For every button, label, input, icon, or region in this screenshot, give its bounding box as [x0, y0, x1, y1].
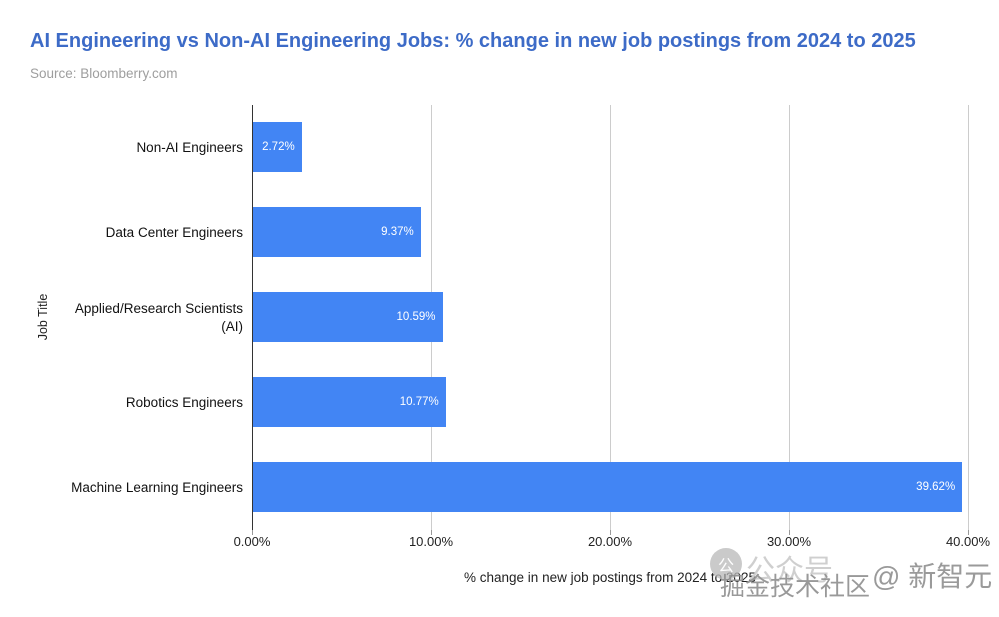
- category-label: Non-AI Engineers: [136, 139, 243, 155]
- x-tick-label: 30.00%: [766, 534, 812, 549]
- category-label: Robotics Engineers: [125, 394, 243, 410]
- bar-value-label: 39.62%: [916, 481, 956, 493]
- bar: 10.59%: [253, 292, 443, 342]
- y-axis-line: [252, 105, 253, 530]
- bar-row: Non-AI Engineers 2.72%: [136, 105, 968, 190]
- x-axis-title: % change in new job postings from 2024 t…: [464, 570, 756, 585]
- x-axis-ticks: 0.00% 10.00% 20.00% 30.00% 40.00%: [234, 534, 990, 550]
- category-label: Machine Learning Engineers: [71, 479, 243, 495]
- bar-row: Machine Learning Engineers 39.62%: [71, 445, 968, 530]
- bar-value-label: 9.37%: [381, 226, 414, 238]
- bar-row: Robotics Engineers 10.77%: [126, 360, 968, 445]
- x-tick-label: 40.00%: [945, 534, 991, 549]
- gridline: [968, 105, 969, 530]
- watermark-dark-text: 掘金技术社区: [720, 573, 871, 601]
- bar: 9.37%: [253, 207, 421, 257]
- watermark-logo-icon: 公: [710, 548, 742, 580]
- watermark: 公众号 公 掘金技术社区 @ 新智元: [700, 543, 999, 613]
- bar-value-label: 10.59%: [396, 311, 436, 323]
- category-label: Applied/Research Scientists (AI): [74, 300, 243, 334]
- gridline: [789, 105, 790, 530]
- x-tick-label: 20.00%: [587, 534, 633, 549]
- bar-value-label: 2.72%: [262, 141, 295, 153]
- bar-chart-plot-area: Non-AI Engineers 2.72% Data Center Enginee…: [71, 105, 969, 535]
- bar-value-label: 10.77%: [399, 396, 439, 408]
- category-label: Data Center Engineers: [105, 224, 243, 240]
- chart-title: AI Engineering vs Non-AI Engineering Job…: [30, 30, 916, 52]
- bar-row: Applied/Research Scientists (AI) 10.59%: [75, 275, 968, 360]
- x-axis-tickmark: [431, 530, 432, 535]
- x-axis-tickmark: [968, 530, 969, 535]
- x-axis-tickmark: [789, 530, 790, 535]
- x-tick-label: 0.00%: [233, 534, 271, 549]
- bar: 10.77%: [253, 377, 446, 427]
- source-caption: Source: Bloomberry.com: [30, 66, 178, 81]
- x-axis-tickmark: [610, 530, 611, 535]
- bar-row: Data Center Engineers 9.37%: [106, 190, 968, 275]
- bar: 2.72%: [253, 122, 302, 172]
- gridline: [610, 105, 611, 530]
- watermark-light-text: 公众号: [746, 555, 834, 587]
- bar: 39.62%: [253, 462, 963, 512]
- x-axis-tickmark: [252, 530, 253, 535]
- watermark-handle-text: @ 新智元: [872, 561, 993, 592]
- x-tick-label: 10.00%: [408, 534, 454, 549]
- y-axis-title: Job Title: [36, 293, 50, 341]
